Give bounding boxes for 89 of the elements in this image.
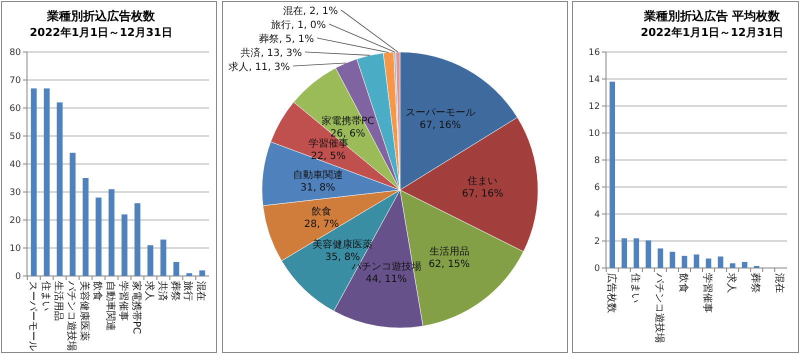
slice-label: 混在, 2, 1% (283, 5, 338, 17)
slice-label: 求人, 11, 3% (228, 61, 290, 73)
bar (622, 238, 628, 268)
x-tick-label: 旅行 (182, 281, 194, 301)
bar (694, 254, 700, 268)
y-tick-label: 4 (594, 210, 600, 220)
data-label: 22, 5% (310, 151, 346, 162)
x-tick-label: 葬祭 (169, 281, 182, 301)
x-tick-label: スーパーモール (26, 281, 38, 351)
x-tick-label: 飲食 (92, 281, 104, 301)
slice-label: 飲食 (312, 206, 332, 218)
chart-title: 業種別折込広告枚数 (46, 9, 156, 23)
data-label: 26, 6% (330, 128, 366, 140)
x-tick-label: 学習催事 (702, 273, 714, 313)
chart-subtitle: 2022年1月1日～12月31日 (640, 26, 784, 39)
y-tick-label: 2 (594, 237, 600, 248)
x-tick-label: 共済 (156, 281, 168, 301)
bar (160, 240, 166, 276)
y-tick-label: 30 (10, 188, 22, 198)
bar (108, 189, 114, 276)
y-tick-label: 60 (10, 104, 22, 114)
slice-label: 生活用品 (429, 246, 470, 258)
slice-label: 住まい (468, 176, 498, 188)
y-tick-label: 6 (594, 183, 600, 194)
data-label: 67, 16% (462, 188, 504, 200)
y-tick-label: 12 (588, 102, 600, 112)
x-tick-label: 混在 (195, 281, 208, 301)
bar (173, 262, 180, 276)
x-tick-label: 求人 (726, 273, 738, 293)
bar (134, 203, 140, 276)
bar (718, 256, 724, 268)
bar (82, 178, 89, 276)
x-tick-label: 学習催事 (117, 281, 130, 321)
bar (147, 245, 154, 276)
chart-title: 業種別折込広告 平均枚数 (642, 9, 782, 23)
x-tick-label: 混在 (774, 273, 786, 293)
slice-label: 自動車関連 (292, 168, 343, 181)
data-label: 28, 7% (304, 219, 340, 230)
bar (610, 82, 616, 268)
slice-label: スーパーモール (405, 108, 476, 119)
y-tick-label: 10 (10, 244, 22, 254)
bar (199, 270, 206, 276)
data-label: 62, 15% (428, 259, 470, 270)
y-tick-label: 80 (10, 48, 22, 58)
bar (44, 88, 50, 276)
data-label: 31, 8% (300, 182, 336, 194)
y-tick-label: 40 (10, 160, 22, 170)
slice-label: 葬祭, 5, 1% (259, 33, 314, 45)
x-tick-label: 葬祭 (750, 273, 762, 293)
bar (742, 262, 748, 268)
y-tick-label: 0 (594, 264, 600, 274)
bar (670, 252, 676, 268)
y-tick-label: 70 (10, 76, 22, 86)
bar (646, 240, 652, 268)
x-tick-label: 住まい (40, 281, 51, 311)
bar (658, 248, 664, 268)
bar (30, 88, 37, 276)
x-tick-label: パチンコ遊技場 (653, 272, 666, 343)
bar (122, 214, 128, 276)
y-tick-label: 8 (594, 156, 600, 166)
bar (96, 198, 102, 276)
bar (70, 152, 76, 276)
data-label: 67, 16% (420, 120, 461, 132)
y-tick-label: 0 (15, 272, 22, 282)
slice-label: 旅行, 1, 0% (271, 19, 326, 31)
data-label: 44, 11% (366, 274, 407, 286)
x-tick-label: 家電携帯PC (130, 281, 142, 334)
y-tick-label: 16 (588, 48, 600, 58)
x-tick-label: 飲食 (677, 273, 690, 293)
x-tick-label: パチンコ遊技場 (66, 280, 78, 351)
chart-subtitle: 2022年1月1日～12月31日 (30, 26, 172, 39)
bar (634, 238, 640, 268)
bar (186, 273, 192, 276)
x-tick-label: 広告枚数 (605, 273, 618, 313)
x-tick-label: 美容健康医薬 (78, 281, 91, 341)
bar (682, 256, 688, 268)
x-tick-label: 求人 (143, 281, 156, 301)
bar (706, 258, 712, 268)
x-tick-label: 生活用品 (52, 281, 65, 321)
data-label: 35, 8% (325, 252, 360, 264)
y-tick-label: 14 (588, 75, 600, 86)
bar (56, 102, 63, 276)
y-tick-label: 10 (588, 129, 600, 140)
y-tick-label: 20 (10, 216, 22, 226)
x-tick-label: 住まい (629, 273, 640, 303)
y-tick-label: 50 (10, 132, 22, 142)
bar (730, 263, 736, 268)
x-tick-label: 自動車関連 (104, 281, 117, 331)
slice-label: 共済, 13, 3% (240, 47, 302, 59)
